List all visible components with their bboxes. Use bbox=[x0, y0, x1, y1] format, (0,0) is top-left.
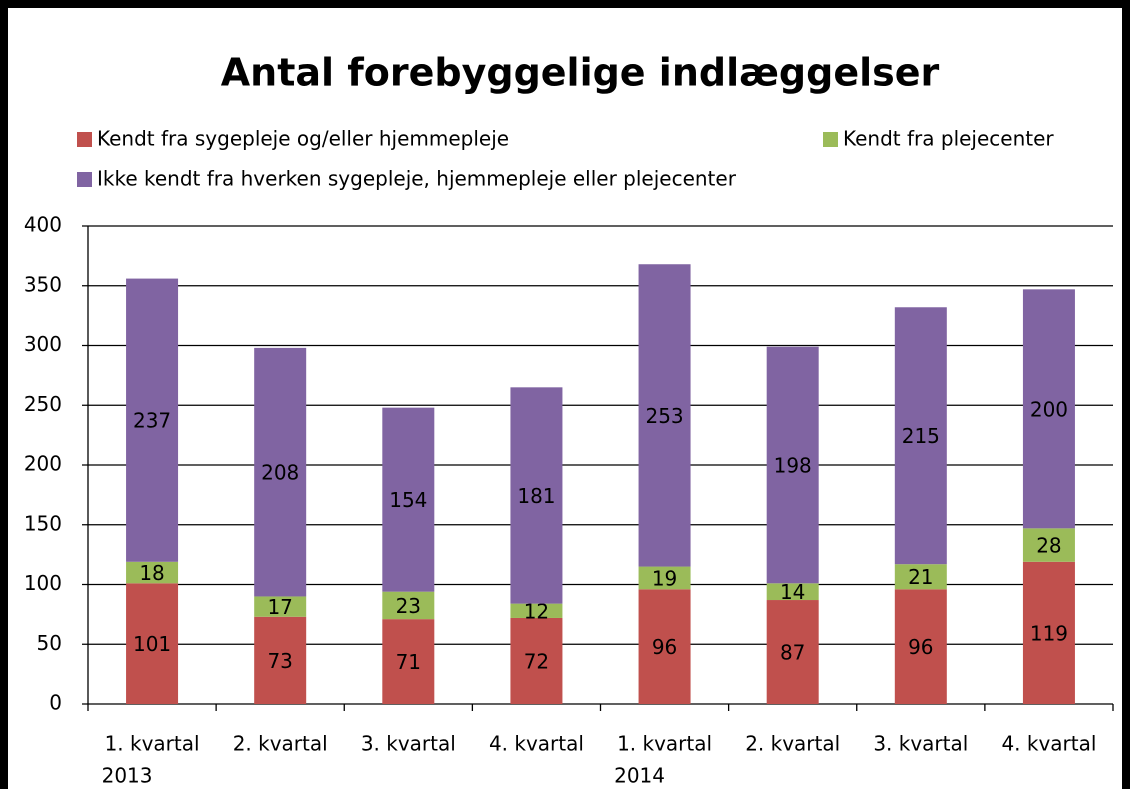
value-label: 17 bbox=[267, 595, 292, 619]
bar-segment bbox=[638, 566, 691, 590]
value-label: 119 bbox=[1030, 621, 1068, 645]
value-label: 87 bbox=[780, 641, 805, 665]
bar-segment bbox=[254, 347, 307, 597]
legend-swatch bbox=[77, 172, 92, 187]
value-label: 28 bbox=[1036, 534, 1061, 558]
value-label: 96 bbox=[908, 635, 933, 659]
y-tick-label: 400 bbox=[24, 213, 62, 237]
x-tick-label: 2. kvartal bbox=[233, 732, 328, 756]
bar-segment bbox=[254, 616, 307, 704]
bar-segment bbox=[126, 583, 179, 704]
value-label: 208 bbox=[261, 461, 299, 485]
value-label: 72 bbox=[524, 649, 549, 673]
value-label: 253 bbox=[645, 404, 683, 428]
y-tick-label: 300 bbox=[24, 332, 62, 356]
legend-swatch bbox=[823, 132, 838, 147]
bar-segment bbox=[1022, 289, 1075, 529]
bar-segment bbox=[1022, 561, 1075, 704]
x-group-label: 2013 bbox=[102, 764, 153, 788]
x-group-label: 2014 bbox=[614, 764, 665, 788]
y-tick-label: 100 bbox=[24, 571, 62, 595]
bar-segment bbox=[894, 589, 947, 704]
bar-segment bbox=[766, 346, 819, 584]
value-label: 200 bbox=[1030, 397, 1068, 421]
y-tick-label: 150 bbox=[24, 511, 62, 535]
legend-swatch bbox=[77, 132, 92, 147]
value-label: 73 bbox=[267, 649, 292, 673]
value-label: 215 bbox=[902, 424, 940, 448]
value-label: 14 bbox=[780, 580, 805, 604]
chart-title: Antal forebyggelige indlæggelser bbox=[221, 51, 940, 95]
bar-segment bbox=[766, 600, 819, 704]
x-tick-label: 2. kvartal bbox=[745, 732, 840, 756]
x-tick-label: 1. kvartal bbox=[105, 732, 200, 756]
y-tick-label: 250 bbox=[24, 392, 62, 416]
value-label: 18 bbox=[139, 561, 164, 585]
x-tick-label: 4. kvartal bbox=[1001, 732, 1096, 756]
bar-segment bbox=[766, 583, 819, 601]
value-label: 237 bbox=[133, 409, 171, 433]
bar-segment bbox=[894, 564, 947, 590]
y-tick-label: 50 bbox=[37, 631, 62, 655]
bar-segment bbox=[382, 407, 435, 592]
legend-label: Kendt fra plejecenter bbox=[843, 127, 1054, 151]
bar-segment bbox=[510, 617, 563, 704]
x-tick-label: 1. kvartal bbox=[617, 732, 712, 756]
value-label: 198 bbox=[774, 454, 812, 478]
value-label: 96 bbox=[652, 635, 677, 659]
value-label: 23 bbox=[396, 594, 421, 618]
legend-label: Kendt fra sygepleje og/eller hjemmepleje bbox=[97, 127, 509, 151]
value-label: 101 bbox=[133, 632, 171, 656]
y-tick-label: 350 bbox=[24, 272, 62, 296]
bar-segment bbox=[510, 387, 563, 604]
bar-segment bbox=[382, 619, 435, 704]
value-label: 154 bbox=[389, 488, 427, 512]
bar-segment bbox=[1022, 528, 1075, 562]
legend-label: Ikke kendt fra hverken sygepleje, hjemme… bbox=[97, 167, 737, 191]
x-tick-label: 4. kvartal bbox=[489, 732, 584, 756]
bar-segment bbox=[638, 264, 691, 567]
value-label: 71 bbox=[396, 650, 421, 674]
bar-segment bbox=[510, 603, 563, 618]
x-tick-label: 3. kvartal bbox=[361, 732, 456, 756]
value-label: 19 bbox=[652, 566, 677, 590]
value-label: 181 bbox=[517, 484, 555, 508]
value-label: 21 bbox=[908, 565, 933, 589]
bar-segment bbox=[638, 589, 691, 704]
x-tick-label: 3. kvartal bbox=[873, 732, 968, 756]
y-tick-label: 200 bbox=[24, 452, 62, 476]
bar-segment bbox=[382, 591, 435, 620]
bar-segment bbox=[254, 596, 307, 617]
bar-segment bbox=[894, 307, 947, 565]
bar-segment bbox=[126, 278, 179, 562]
y-tick-label: 0 bbox=[49, 691, 62, 715]
bar-segment bbox=[126, 561, 179, 584]
